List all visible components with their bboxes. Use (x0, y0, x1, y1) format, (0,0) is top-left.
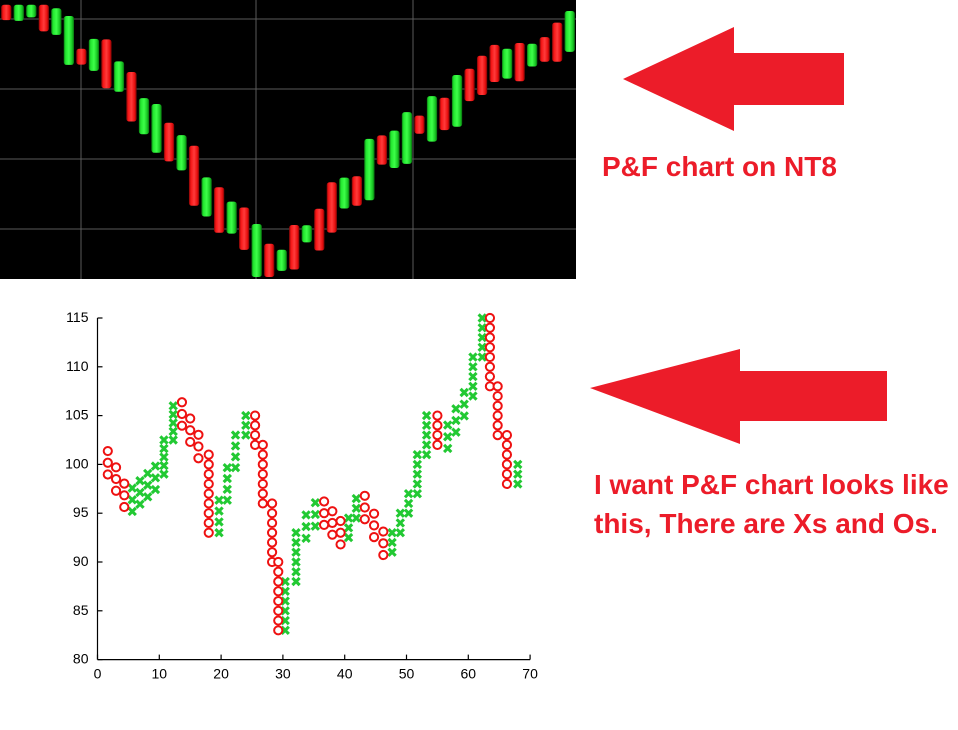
svg-text:110: 110 (66, 358, 89, 374)
svg-text:90: 90 (73, 553, 89, 569)
svg-text:100: 100 (65, 455, 89, 471)
svg-text:85: 85 (73, 602, 89, 618)
svg-text:0: 0 (94, 666, 102, 682)
svg-text:20: 20 (213, 666, 229, 682)
svg-text:40: 40 (337, 666, 353, 682)
svg-text:70: 70 (522, 666, 538, 682)
svg-text:115: 115 (66, 309, 89, 325)
svg-text:95: 95 (73, 504, 89, 520)
svg-text:80: 80 (73, 651, 89, 667)
svg-text:10: 10 (152, 666, 168, 682)
svg-text:105: 105 (65, 407, 89, 423)
svg-text:30: 30 (275, 666, 291, 682)
svg-text:50: 50 (399, 666, 415, 682)
svg-text:60: 60 (461, 666, 477, 682)
